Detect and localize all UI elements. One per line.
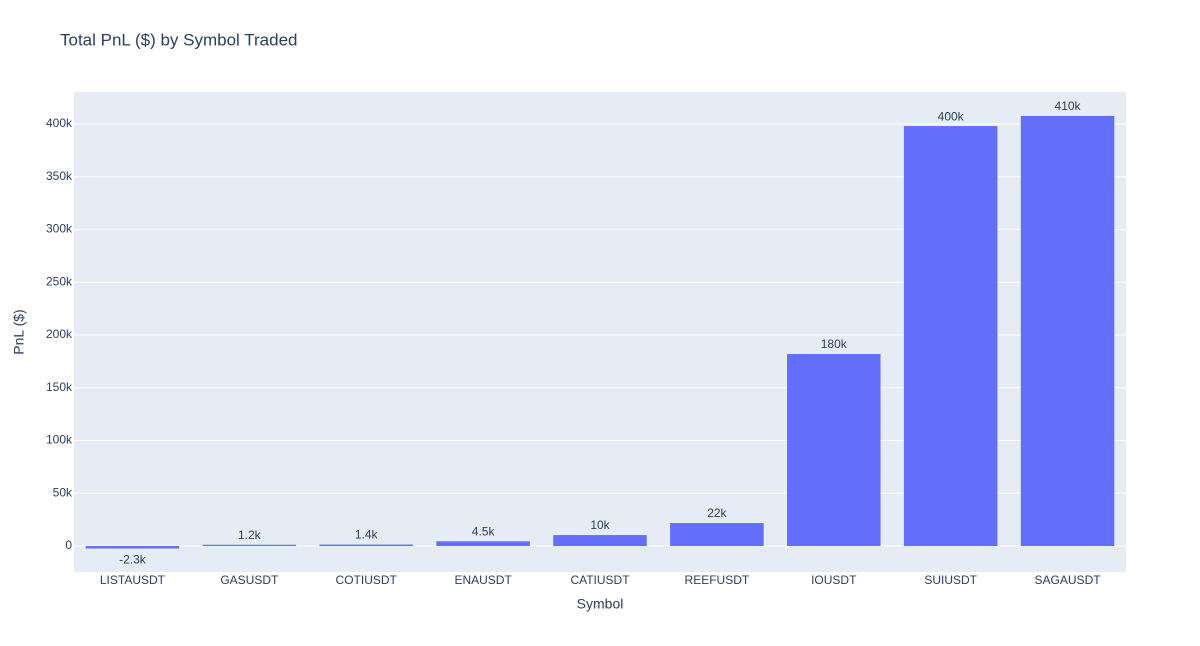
y-tick-label: 250k	[46, 274, 73, 288]
y-tick-label: 300k	[46, 222, 73, 236]
bar	[319, 544, 413, 547]
x-tick-label: ENAUSDT	[454, 573, 512, 587]
bar	[553, 535, 647, 547]
bar	[903, 126, 998, 547]
bar	[1020, 115, 1115, 547]
x-tick-label: GASUSDT	[220, 573, 279, 587]
x-tick-label: CATIUSDT	[570, 573, 630, 587]
y-tick-label: 50k	[53, 485, 73, 499]
x-tick-label: COTIUSDT	[336, 573, 398, 587]
value-label: 22k	[707, 506, 727, 520]
bar	[85, 546, 180, 549]
x-tick-label: LISTAUSDT	[100, 573, 166, 587]
value-label: 10k	[590, 518, 610, 532]
value-label: 4.5k	[472, 524, 496, 538]
y-tick-label: 200k	[46, 327, 73, 341]
y-tick-label: 400k	[46, 116, 73, 130]
y-tick-label: 100k	[46, 433, 73, 447]
value-label: 180k	[821, 337, 848, 351]
value-label: 1.4k	[355, 528, 379, 542]
x-tick-label: REEFUSDT	[685, 573, 750, 587]
y-tick-label: 0	[65, 538, 72, 552]
chart-title: Total PnL ($) by Symbol Traded	[60, 30, 298, 49]
y-axis-label: PnL ($)	[11, 309, 27, 354]
x-axis-label: Symbol	[577, 596, 624, 612]
value-label: 1.2k	[238, 528, 262, 542]
x-tick-label: SUIUSDT	[924, 573, 977, 587]
value-label: 410k	[1055, 99, 1082, 113]
bar	[436, 541, 530, 547]
value-label: -2.3k	[119, 553, 147, 567]
x-tick-label: SAGAUSDT	[1035, 573, 1102, 587]
y-tick-label: 350k	[46, 169, 73, 183]
y-tick-label: 150k	[46, 380, 73, 394]
bar	[787, 354, 881, 547]
bar	[670, 523, 764, 547]
value-label: 400k	[938, 109, 965, 123]
bar	[202, 544, 297, 547]
x-tick-label: IOUSDT	[811, 573, 857, 587]
